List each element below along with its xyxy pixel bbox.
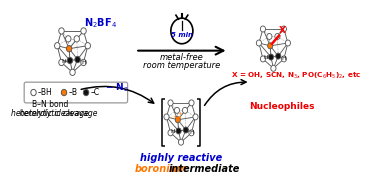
Text: H: H: [263, 56, 267, 60]
Text: H: H: [171, 129, 175, 134]
Circle shape: [61, 89, 67, 96]
Text: N$_2$BF$_4$: N$_2$BF$_4$: [84, 16, 116, 30]
Circle shape: [74, 36, 80, 42]
Circle shape: [176, 128, 181, 134]
Circle shape: [281, 56, 286, 62]
Circle shape: [59, 59, 64, 66]
Circle shape: [168, 130, 173, 136]
Circle shape: [31, 89, 36, 96]
Circle shape: [83, 89, 89, 96]
Circle shape: [189, 100, 194, 106]
Text: 5 min: 5 min: [171, 32, 193, 38]
Circle shape: [260, 26, 266, 32]
Circle shape: [75, 56, 80, 63]
Text: –B: –B: [68, 88, 77, 97]
Circle shape: [66, 46, 72, 52]
Circle shape: [267, 33, 272, 40]
Text: H: H: [62, 59, 67, 64]
Circle shape: [275, 33, 280, 40]
Circle shape: [276, 53, 281, 59]
Circle shape: [260, 56, 266, 62]
Circle shape: [81, 59, 86, 66]
Text: heterolytic cleavage: heterolytic cleavage: [4, 109, 97, 118]
Circle shape: [174, 107, 180, 113]
Circle shape: [171, 18, 193, 44]
Circle shape: [267, 43, 273, 49]
Text: H: H: [282, 57, 286, 61]
FancyBboxPatch shape: [24, 82, 128, 103]
Circle shape: [281, 26, 286, 32]
Circle shape: [85, 43, 90, 49]
Text: +: +: [177, 111, 182, 116]
Text: –C: –C: [90, 88, 99, 97]
Circle shape: [189, 130, 194, 136]
Circle shape: [65, 36, 71, 42]
Circle shape: [183, 127, 189, 133]
Circle shape: [285, 40, 291, 46]
Circle shape: [70, 69, 75, 75]
Text: highly reactive: highly reactive: [140, 153, 222, 163]
Circle shape: [256, 40, 262, 46]
Text: boronium: boronium: [134, 164, 187, 174]
Circle shape: [175, 117, 180, 123]
Text: X = OH, SCN, N$_3$, PO(C$_6$H$_5$)$_2$, etc: X = OH, SCN, N$_3$, PO(C$_6$H$_5$)$_2$, …: [231, 71, 361, 81]
Text: intermediate: intermediate: [168, 164, 240, 174]
Circle shape: [182, 107, 187, 113]
Text: $-$ N$_2$: $-$ N$_2$: [105, 82, 128, 94]
Text: H: H: [81, 60, 86, 65]
Text: heterolytic cleavage: heterolytic cleavage: [12, 109, 89, 118]
Circle shape: [81, 28, 86, 34]
Text: X: X: [279, 26, 286, 35]
Circle shape: [168, 100, 173, 106]
Text: Nucleophiles: Nucleophiles: [249, 102, 315, 111]
Circle shape: [269, 54, 273, 60]
Circle shape: [193, 114, 198, 120]
Text: H: H: [189, 130, 194, 135]
Circle shape: [55, 43, 60, 49]
Circle shape: [59, 28, 64, 34]
Circle shape: [271, 65, 276, 71]
Text: B–N bond: B–N bond: [32, 100, 69, 109]
Circle shape: [67, 57, 73, 64]
Text: –BH: –BH: [38, 88, 52, 97]
Circle shape: [164, 114, 169, 120]
Circle shape: [179, 139, 184, 145]
Text: room temperature: room temperature: [143, 61, 221, 70]
Text: metal-free: metal-free: [160, 53, 204, 62]
